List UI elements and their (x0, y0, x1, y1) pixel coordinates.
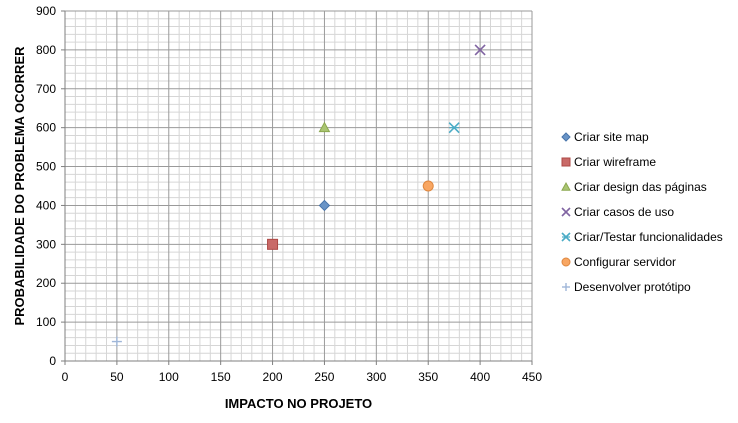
y-tick-label: 300 (36, 237, 56, 251)
legend-marker-square (561, 157, 571, 167)
x-tick-label: 150 (211, 370, 231, 384)
y-tick-label: 100 (36, 315, 56, 329)
data-point-plus (111, 336, 122, 347)
x-tick-labels: 0 50 100 150 200 250 300 350 400 450 (62, 370, 543, 384)
legend-item: Criar design das páginas (561, 180, 707, 194)
y-axis-title: PROBABILIDADE DO PROBLEMA OCORRER (12, 46, 27, 326)
y-tick-label: 700 (36, 82, 56, 96)
legend-item: Desenvolver protótipo (562, 280, 691, 294)
data-point-triangle (318, 121, 331, 133)
legend-marker-star (561, 232, 571, 242)
legend: Criar site map Criar wireframe Criar desig… (561, 130, 723, 294)
legend-item: Criar/Testar funcionalidades (561, 230, 723, 244)
x-tick-label: 450 (522, 370, 542, 384)
x-tick-label: 200 (263, 370, 283, 384)
legend-item: Criar wireframe (561, 155, 656, 169)
x-tick-label: 0 (62, 370, 69, 384)
legend-label: Criar wireframe (574, 155, 656, 169)
data-point-circle (422, 180, 434, 192)
y-tick-label: 500 (36, 160, 56, 174)
y-tick-label: 800 (36, 43, 56, 57)
legend-label: Criar site map (574, 130, 649, 144)
x-tick-label: 300 (366, 370, 386, 384)
legend-marker-diamond (561, 132, 571, 142)
legend-item: Criar casos de uso (561, 205, 674, 219)
y-tick-label: 900 (36, 4, 56, 18)
legend-marker-triangle (561, 181, 571, 191)
x-axis-title: IMPACTO NO PROJETO (225, 396, 372, 411)
legend-marker-plus (562, 283, 570, 291)
legend-label: Configurar servidor (574, 255, 676, 269)
y-tick-label: 0 (49, 354, 56, 368)
legend-marker-circle (561, 257, 571, 267)
data-point-star (448, 122, 460, 134)
x-tick-label: 100 (159, 370, 179, 384)
axes (61, 10, 533, 365)
y-tick-label: 400 (36, 198, 56, 212)
legend-marker-x (561, 207, 571, 217)
y-tick-label: 600 (36, 121, 56, 135)
x-tick-label: 250 (314, 370, 334, 384)
grid (64, 10, 533, 362)
legend-label: Desenvolver protótipo (574, 280, 691, 294)
y-tick-label: 200 (36, 276, 56, 290)
y-tick-labels: 0 100 200 300 400 500 600 700 800 900 (36, 4, 56, 368)
legend-item: Criar site map (561, 130, 649, 144)
x-tick-label: 400 (470, 370, 490, 384)
legend-item: Configurar servidor (561, 255, 676, 269)
x-tick-label: 50 (110, 370, 124, 384)
data-point-diamond (318, 199, 331, 212)
data-point-x (474, 44, 486, 56)
legend-label: Criar casos de uso (574, 205, 674, 219)
data-point-square (267, 238, 279, 250)
legend-label: Criar design das páginas (574, 180, 707, 194)
x-tick-label: 350 (418, 370, 438, 384)
data-points (111, 44, 486, 347)
legend-label: Criar/Testar funcionalidades (574, 230, 723, 244)
